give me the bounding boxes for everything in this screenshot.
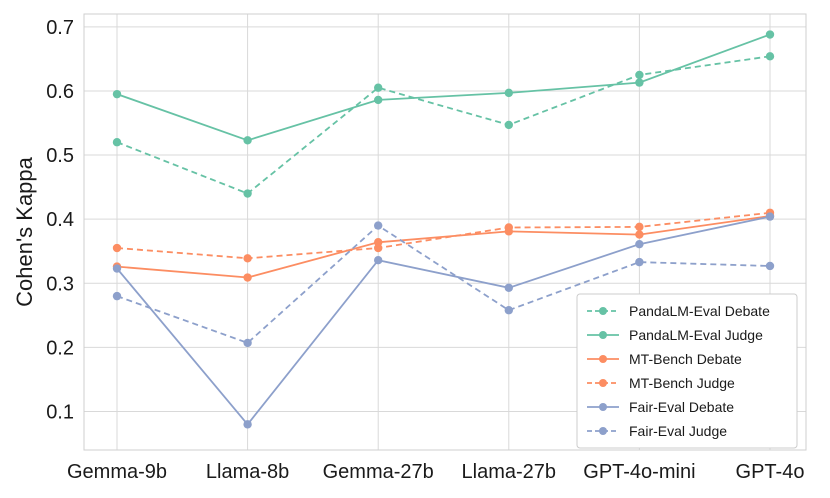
x-tick-label: GPT-4o: [736, 461, 805, 483]
data-point: [504, 306, 513, 315]
data-point: [635, 70, 644, 80]
y-axis-ticks: 0.1 0.2 0.3 0.4 0.5 0.6 0.7: [46, 17, 74, 424]
data-point: [504, 283, 513, 292]
y-axis-label: Cohen's Kappa: [12, 156, 37, 307]
series-3: [112, 208, 775, 263]
y-tick-label: 0.7: [46, 17, 74, 39]
legend-label: PandaLM-Eval Judge: [629, 327, 763, 343]
data-point: [374, 243, 383, 253]
y-tick-label: 0.3: [46, 273, 74, 295]
x-axis-ticks: Gemma-9b Llama-8b Gemma-27b Llama-27b GPT-4o…: [67, 461, 804, 483]
data-point: [635, 230, 644, 239]
series-line: [116, 215, 771, 279]
legend-label: Fair-Eval Debate: [629, 399, 734, 415]
data-point: [374, 238, 383, 247]
data-point: [765, 52, 775, 61]
data-point: [112, 89, 122, 99]
data-point: [765, 212, 775, 221]
legend: PandaLM-Eval Debate PandaLM-Eval Judge MT-…: [576, 293, 798, 449]
y-tick-label: 0.1: [46, 402, 74, 424]
data-point: [374, 221, 383, 230]
data-point: [243, 189, 252, 198]
y-tick-label: 0.6: [46, 81, 74, 103]
data-point: [112, 291, 122, 301]
y-tick-label: 0.2: [46, 337, 74, 359]
data-point: [504, 88, 513, 98]
legend-box: [576, 293, 798, 449]
legend-label: PandaLM-Eval Debate: [629, 303, 770, 319]
series-line: [116, 33, 771, 142]
legend-label: MT-Bench Debate: [629, 351, 742, 367]
data-point: [243, 273, 252, 282]
data-point: [243, 338, 252, 348]
data-point: [112, 138, 122, 147]
data-point: [765, 30, 775, 39]
series-4: [112, 212, 775, 429]
plot-frame: [83, 13, 807, 451]
data-point: [243, 420, 252, 429]
legend-item: PandaLM-Eval Debate: [587, 303, 770, 319]
x-tick-label: Llama-27b: [462, 461, 557, 483]
legend-label: Fair-Eval Judge: [629, 423, 727, 439]
x-tick-label: Gemma-27b: [323, 461, 434, 483]
legend-swatch-marker: [599, 379, 607, 387]
y-tick-label: 0.4: [46, 209, 74, 231]
legend-swatch-marker: [599, 307, 607, 315]
legend-label: MT-Bench Judge: [629, 375, 735, 391]
data-point: [374, 95, 383, 105]
legend-item: MT-Bench Debate: [587, 351, 742, 367]
legend-swatch-marker: [599, 331, 607, 339]
series-5: [112, 221, 775, 348]
legend-swatch-marker: [599, 427, 607, 435]
series-1: [112, 30, 775, 145]
legend-item: Fair-Eval Debate: [587, 399, 734, 415]
legend-item: Fair-Eval Judge: [587, 423, 727, 439]
legend-item: MT-Bench Judge: [587, 375, 735, 391]
series-line: [116, 55, 771, 195]
x-tick-label: Llama-8b: [206, 461, 289, 483]
data-point: [635, 239, 644, 249]
x-tick-label: GPT-4o-mini: [583, 461, 695, 483]
x-tick-label: Gemma-9b: [67, 461, 167, 483]
series-line: [116, 215, 771, 426]
data-point: [112, 264, 122, 273]
data-point: [243, 254, 252, 263]
data-point: [504, 223, 513, 232]
data-point: [635, 222, 644, 232]
data-point: [112, 243, 122, 253]
data-point: [765, 261, 775, 271]
data-point: [635, 78, 644, 87]
series-0: [112, 52, 775, 198]
legend-swatch-marker: [599, 355, 607, 363]
series-line: [116, 224, 771, 344]
data-point: [243, 136, 252, 145]
y-tick-label: 0.5: [46, 145, 74, 167]
data-point: [374, 83, 383, 92]
series-group: [112, 30, 775, 429]
legend-item: PandaLM-Eval Judge: [587, 327, 763, 343]
legend-swatch-marker: [599, 403, 607, 411]
data-point: [504, 120, 513, 130]
data-point: [635, 257, 644, 267]
data-point: [374, 256, 383, 265]
